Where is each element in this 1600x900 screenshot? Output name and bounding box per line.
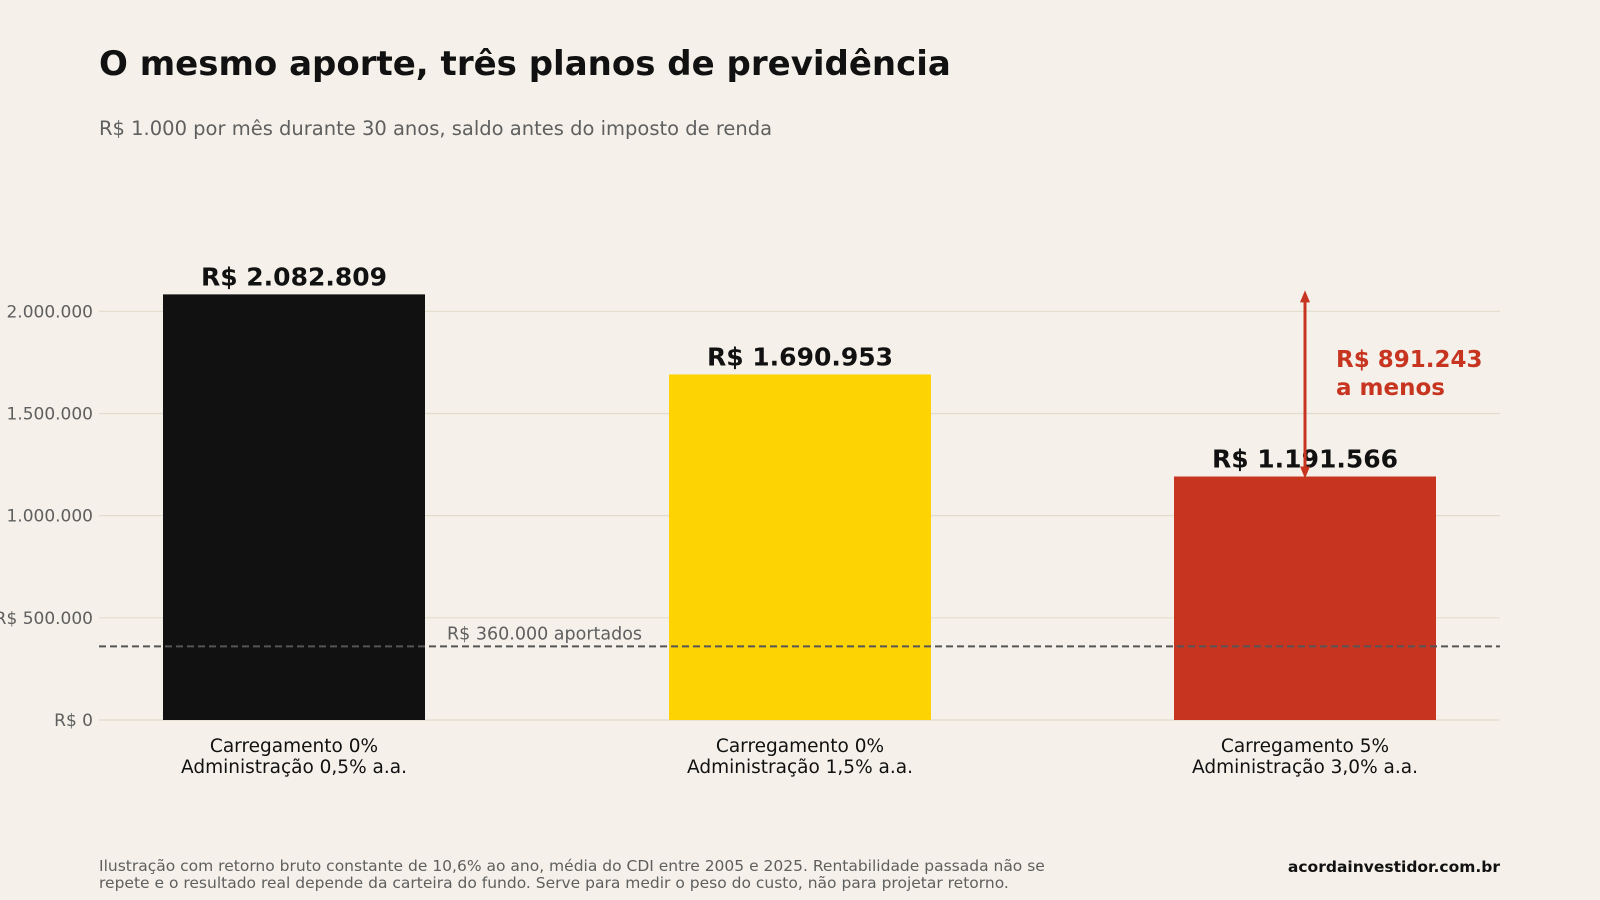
difference-annotation-label: R$ 891.243 <box>1336 347 1482 373</box>
bar-value-label: R$ 2.082.809 <box>201 262 387 291</box>
arrow-head-down <box>1300 466 1310 479</box>
x-category-label: Administração 3,0% a.a. <box>1192 757 1418 778</box>
chart-title: O mesmo aporte, três planos de previdênc… <box>99 44 951 84</box>
footnote: Ilustração com retorno bruto constante d… <box>99 857 1045 892</box>
y-tick-label: R$ 500.000 <box>0 609 93 629</box>
x-category-label: Carregamento 0% <box>210 736 378 757</box>
difference-annotation-label: a menos <box>1336 375 1445 401</box>
x-category-label: Administração 0,5% a.a. <box>181 757 407 778</box>
arrow-head-up <box>1300 290 1310 303</box>
bar <box>669 374 931 720</box>
source-credit: acordainvestidor.com.br <box>1287 858 1500 876</box>
y-tick-label: 1.500.000 <box>6 404 93 424</box>
y-tick-label: R$ 0 <box>54 711 93 731</box>
bar <box>1174 476 1436 720</box>
bar-value-label: R$ 1.690.953 <box>707 342 893 371</box>
x-category-label: Carregamento 0% <box>716 736 884 757</box>
bar <box>163 294 425 720</box>
chart-subtitle: R$ 1.000 por mês durante 30 anos, saldo … <box>99 117 773 140</box>
reference-line-label: R$ 360.000 aportados <box>447 624 642 644</box>
y-tick-label: 1.000.000 <box>6 507 93 527</box>
x-category-label: Carregamento 5% <box>1221 736 1389 757</box>
y-tick-label: 2.000.000 <box>6 302 93 322</box>
x-category-label: Administração 1,5% a.a. <box>687 757 913 778</box>
